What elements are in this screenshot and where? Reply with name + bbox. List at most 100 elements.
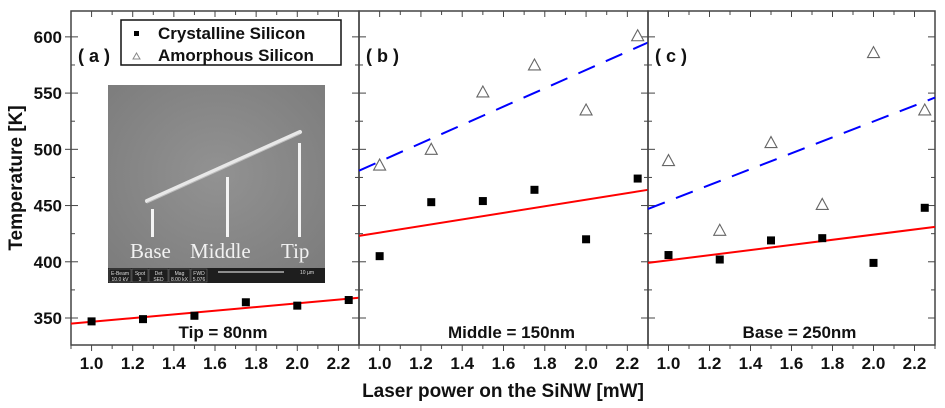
x-tick-label: 1.0: [80, 354, 104, 373]
sem-info-top: FWD: [193, 271, 205, 277]
x-tick-label: 1.4: [162, 354, 186, 373]
amorphous-fit-line: [358, 41, 649, 172]
sem-info-cell: [168, 268, 191, 283]
x-tick-label: 1.6: [492, 354, 516, 373]
x-tick-label: 1.0: [657, 354, 681, 373]
panel-caption: Middle = 150nm: [448, 323, 575, 342]
middle-marker-line: [226, 177, 229, 237]
crystalline-point: [530, 185, 539, 194]
crystalline-point: [582, 235, 591, 244]
legend-box: [120, 19, 342, 66]
sem-nanowire-shadow: [146, 133, 301, 204]
legend-label-crystalline: Crystalline Silicon: [158, 24, 305, 43]
panel-caption: Tip = 80nm: [179, 323, 268, 342]
x-tick-label: 1.6: [203, 354, 227, 373]
sem-info-bottom: SED: [153, 277, 164, 283]
amorphous-point: [866, 45, 881, 59]
crystalline-point: [869, 258, 878, 267]
sem-info-top: Mag: [175, 271, 185, 277]
sem-info-bottom: 8.00 kX: [171, 277, 189, 283]
x-tick-label: 2.2: [327, 354, 351, 373]
crystalline-point: [427, 198, 436, 207]
sem-info-cell: [108, 268, 132, 283]
crystalline-point: [633, 174, 642, 183]
tip-marker-line: [298, 143, 301, 237]
sem-scale-label: 10 µm: [300, 270, 314, 276]
x-tick-label: 1.8: [244, 354, 268, 373]
panel-frame: [647, 10, 936, 346]
x-tick-label: 1.4: [450, 354, 474, 373]
x-tick-label: 1.2: [409, 354, 433, 373]
amorphous-point: [579, 102, 593, 116]
x-tick-label: 2.2: [903, 354, 927, 373]
y-tick-label: 550: [34, 84, 62, 103]
amorphous-point: [917, 102, 932, 116]
amorphous-point: [712, 223, 727, 236]
y-tick-label: 500: [34, 140, 62, 159]
x-tick-label: 2.0: [574, 354, 598, 373]
crystalline-point: [478, 197, 487, 206]
crystalline-point: [715, 255, 724, 264]
crystalline-point: [241, 298, 250, 307]
y-axis-title: Temperature [K]: [6, 105, 27, 250]
crystalline-point: [818, 234, 827, 243]
amorphous-point: [424, 142, 439, 155]
x-tick-label: 2.0: [862, 354, 886, 373]
sem-info-cell: [190, 268, 208, 283]
panel-tag: ( b ): [366, 46, 399, 66]
crystalline-point: [87, 317, 96, 326]
crystalline-point: [664, 251, 673, 260]
crystalline-fit-line: [358, 188, 649, 237]
sem-info-bottom: 3: [139, 277, 142, 283]
sem-shading: [108, 85, 325, 283]
x-tick-label: 1.4: [739, 354, 763, 373]
amorphous-point: [527, 57, 542, 71]
amorphous-point: [475, 84, 490, 98]
panel-b: 1.0 1.2 1.4 1.6 1.8 2.0 2.2 ( b ) Middle = 150nm: [358, 10, 649, 373]
x-tick-label: 1.2: [698, 354, 722, 373]
sem-info-bottom: 10.0 kV: [112, 277, 130, 283]
y-tick-label: 400: [34, 253, 62, 272]
x-axis-title: Laser power on the SiNW [mW]: [362, 381, 644, 402]
x-tick-label: 2.0: [285, 354, 309, 373]
crystalline-point: [344, 296, 353, 305]
inset-label-middle: Middle: [190, 239, 251, 263]
x-tick-label: 1.2: [121, 354, 145, 373]
y-tick-label: 350: [34, 309, 62, 328]
legend-marker-crystalline: [134, 31, 139, 36]
legend-label-amorphous: Amorphous Silicon: [158, 46, 314, 65]
sem-info-top: E-Beam: [111, 271, 129, 277]
crystalline-point: [920, 203, 929, 212]
panel-caption: Base = 250nm: [743, 323, 857, 342]
sem-info-top: Det: [155, 271, 163, 277]
x-tick-label: 1.8: [533, 354, 557, 373]
x-tick-label: 1.8: [821, 354, 845, 373]
y-tick-label: 600: [34, 28, 62, 47]
panel-frame: [358, 10, 649, 346]
legend-marker-amorphous: [132, 52, 141, 60]
panel-c: 1.0 1.2 1.4 1.6 1.8 2.0 2.2 ( c ) Base = 250nm: [647, 10, 936, 373]
inset-label-tip: Tip: [281, 239, 309, 263]
sem-info-top: Spot: [135, 271, 146, 277]
sem-info-cell: [148, 268, 169, 283]
crystalline-fit-line: [647, 225, 936, 264]
sem-info-cell: [131, 268, 149, 283]
panel-tag: ( c ): [655, 46, 687, 66]
x-tick-label: 1.0: [368, 354, 392, 373]
panel-tag: ( a ): [78, 46, 110, 66]
crystalline-point: [293, 301, 302, 310]
x-tick-label: 1.6: [780, 354, 804, 373]
crystalline-point: [375, 252, 384, 261]
crystalline-fit-line: [70, 296, 360, 325]
amorphous-point: [815, 197, 830, 210]
crystalline-point: [190, 311, 199, 320]
inset-label-base: Base: [130, 239, 171, 263]
amorphous-point: [661, 153, 676, 167]
amorphous-point: [764, 135, 778, 149]
crystalline-point: [139, 315, 147, 324]
amorphous-point: [630, 28, 645, 42]
